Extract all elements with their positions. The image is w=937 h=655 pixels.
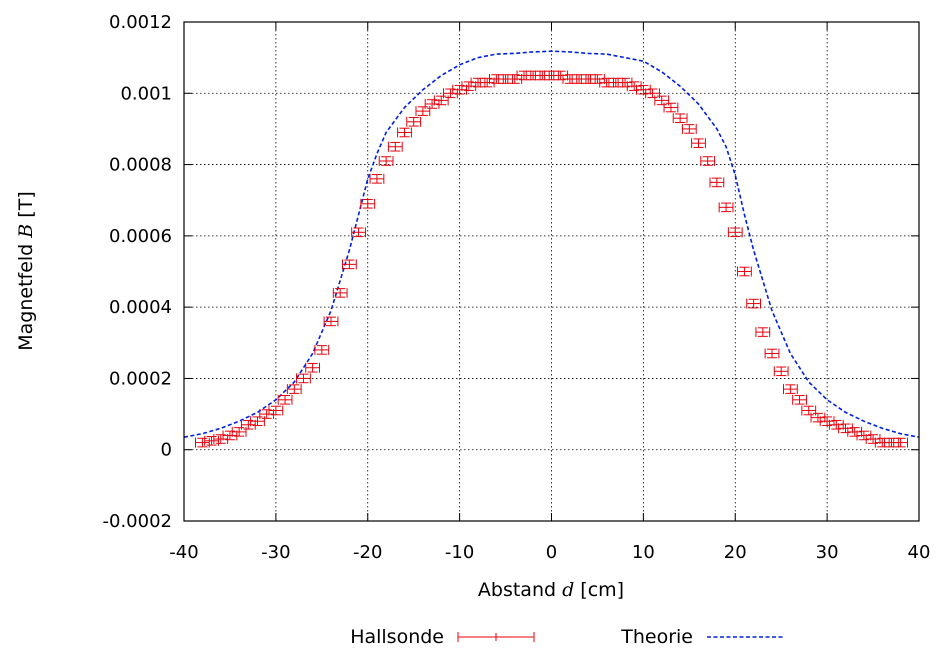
legend-sample-hallsonde	[457, 632, 535, 642]
data-point	[847, 426, 863, 437]
data-point	[296, 373, 311, 384]
data-point	[268, 405, 284, 416]
data-point	[406, 116, 422, 127]
data-point	[479, 77, 495, 88]
data-point	[397, 127, 412, 138]
data-point	[424, 98, 440, 109]
data-point	[856, 430, 872, 441]
y-tick-label: 0.0008	[109, 155, 172, 176]
data-point	[323, 316, 339, 327]
data-point	[222, 430, 238, 441]
x-tick-label: 10	[632, 542, 655, 563]
y-axis-ticks: -0.0002 0 0.0002 0.0004 0.0006 0.0008 0.001 0.0…	[103, 12, 919, 532]
y-tick-label: 0.0012	[109, 12, 172, 33]
series-theorie	[183, 50, 920, 438]
data-point	[764, 348, 780, 359]
x-tick-label: -20	[353, 542, 382, 563]
x-tick-label: 40	[908, 542, 931, 563]
data-point	[369, 173, 385, 184]
data-point	[231, 426, 247, 437]
data-point	[305, 362, 321, 373]
x-tick-label: -30	[261, 542, 290, 563]
data-point	[773, 366, 789, 377]
data-point	[415, 106, 431, 117]
data-point	[378, 156, 394, 167]
theory-line	[183, 50, 920, 438]
data-point	[718, 202, 734, 213]
data-point	[865, 434, 881, 445]
data-point	[681, 123, 697, 134]
x-tick-label: -40	[169, 542, 198, 563]
legend-label-theorie: Theorie	[620, 626, 693, 648]
y-tick-label: 0	[161, 440, 172, 461]
data-point	[617, 77, 633, 88]
data-point	[341, 259, 357, 270]
y-tick-label: -0.0002	[103, 511, 172, 532]
x-tick-label: -10	[445, 542, 474, 563]
data-point	[332, 287, 348, 298]
y-tick-label: 0.0006	[109, 226, 172, 247]
data-point	[792, 394, 807, 405]
legend: Hallsonde Theorie	[350, 626, 783, 648]
legend-label-hallsonde: Hallsonde	[350, 626, 444, 648]
data-point	[286, 384, 302, 395]
x-axis-label: Abstand d [cm]	[478, 579, 624, 601]
grid	[184, 22, 919, 521]
data-point	[204, 435, 219, 446]
data-point	[838, 423, 853, 434]
data-point	[709, 177, 725, 188]
series-hallsonde	[194, 70, 909, 448]
data-point	[746, 298, 762, 309]
x-tick-label: 20	[724, 542, 747, 563]
data-point	[819, 416, 835, 427]
data-point	[360, 198, 376, 209]
data-point	[213, 434, 229, 445]
data-point	[691, 138, 706, 149]
data-point	[893, 437, 909, 448]
data-point	[663, 102, 679, 113]
data-point	[387, 141, 403, 152]
data-point	[277, 394, 293, 405]
data-point	[737, 266, 752, 277]
x-tick-label: 30	[816, 542, 839, 563]
data-point	[727, 227, 743, 238]
data-point	[700, 156, 716, 167]
data-point	[782, 384, 798, 395]
data-point	[314, 344, 330, 355]
data-point	[194, 437, 210, 448]
y-tick-label: 0.0002	[109, 368, 172, 389]
data-point	[672, 113, 688, 124]
data-point	[654, 95, 670, 106]
x-axis-ticks: -40 -30 -20 -10 0 10 20 30 40	[169, 22, 930, 563]
y-axis-label: Magnetfeld B [T]	[15, 191, 37, 351]
data-point	[461, 81, 477, 92]
data-point	[250, 416, 265, 427]
x-tick-label: 0	[546, 542, 557, 563]
data-point	[351, 227, 366, 238]
data-point	[801, 405, 817, 416]
y-tick-label: 0.001	[120, 83, 172, 104]
y-tick-label: 0.0004	[109, 297, 172, 318]
data-point	[755, 327, 771, 338]
